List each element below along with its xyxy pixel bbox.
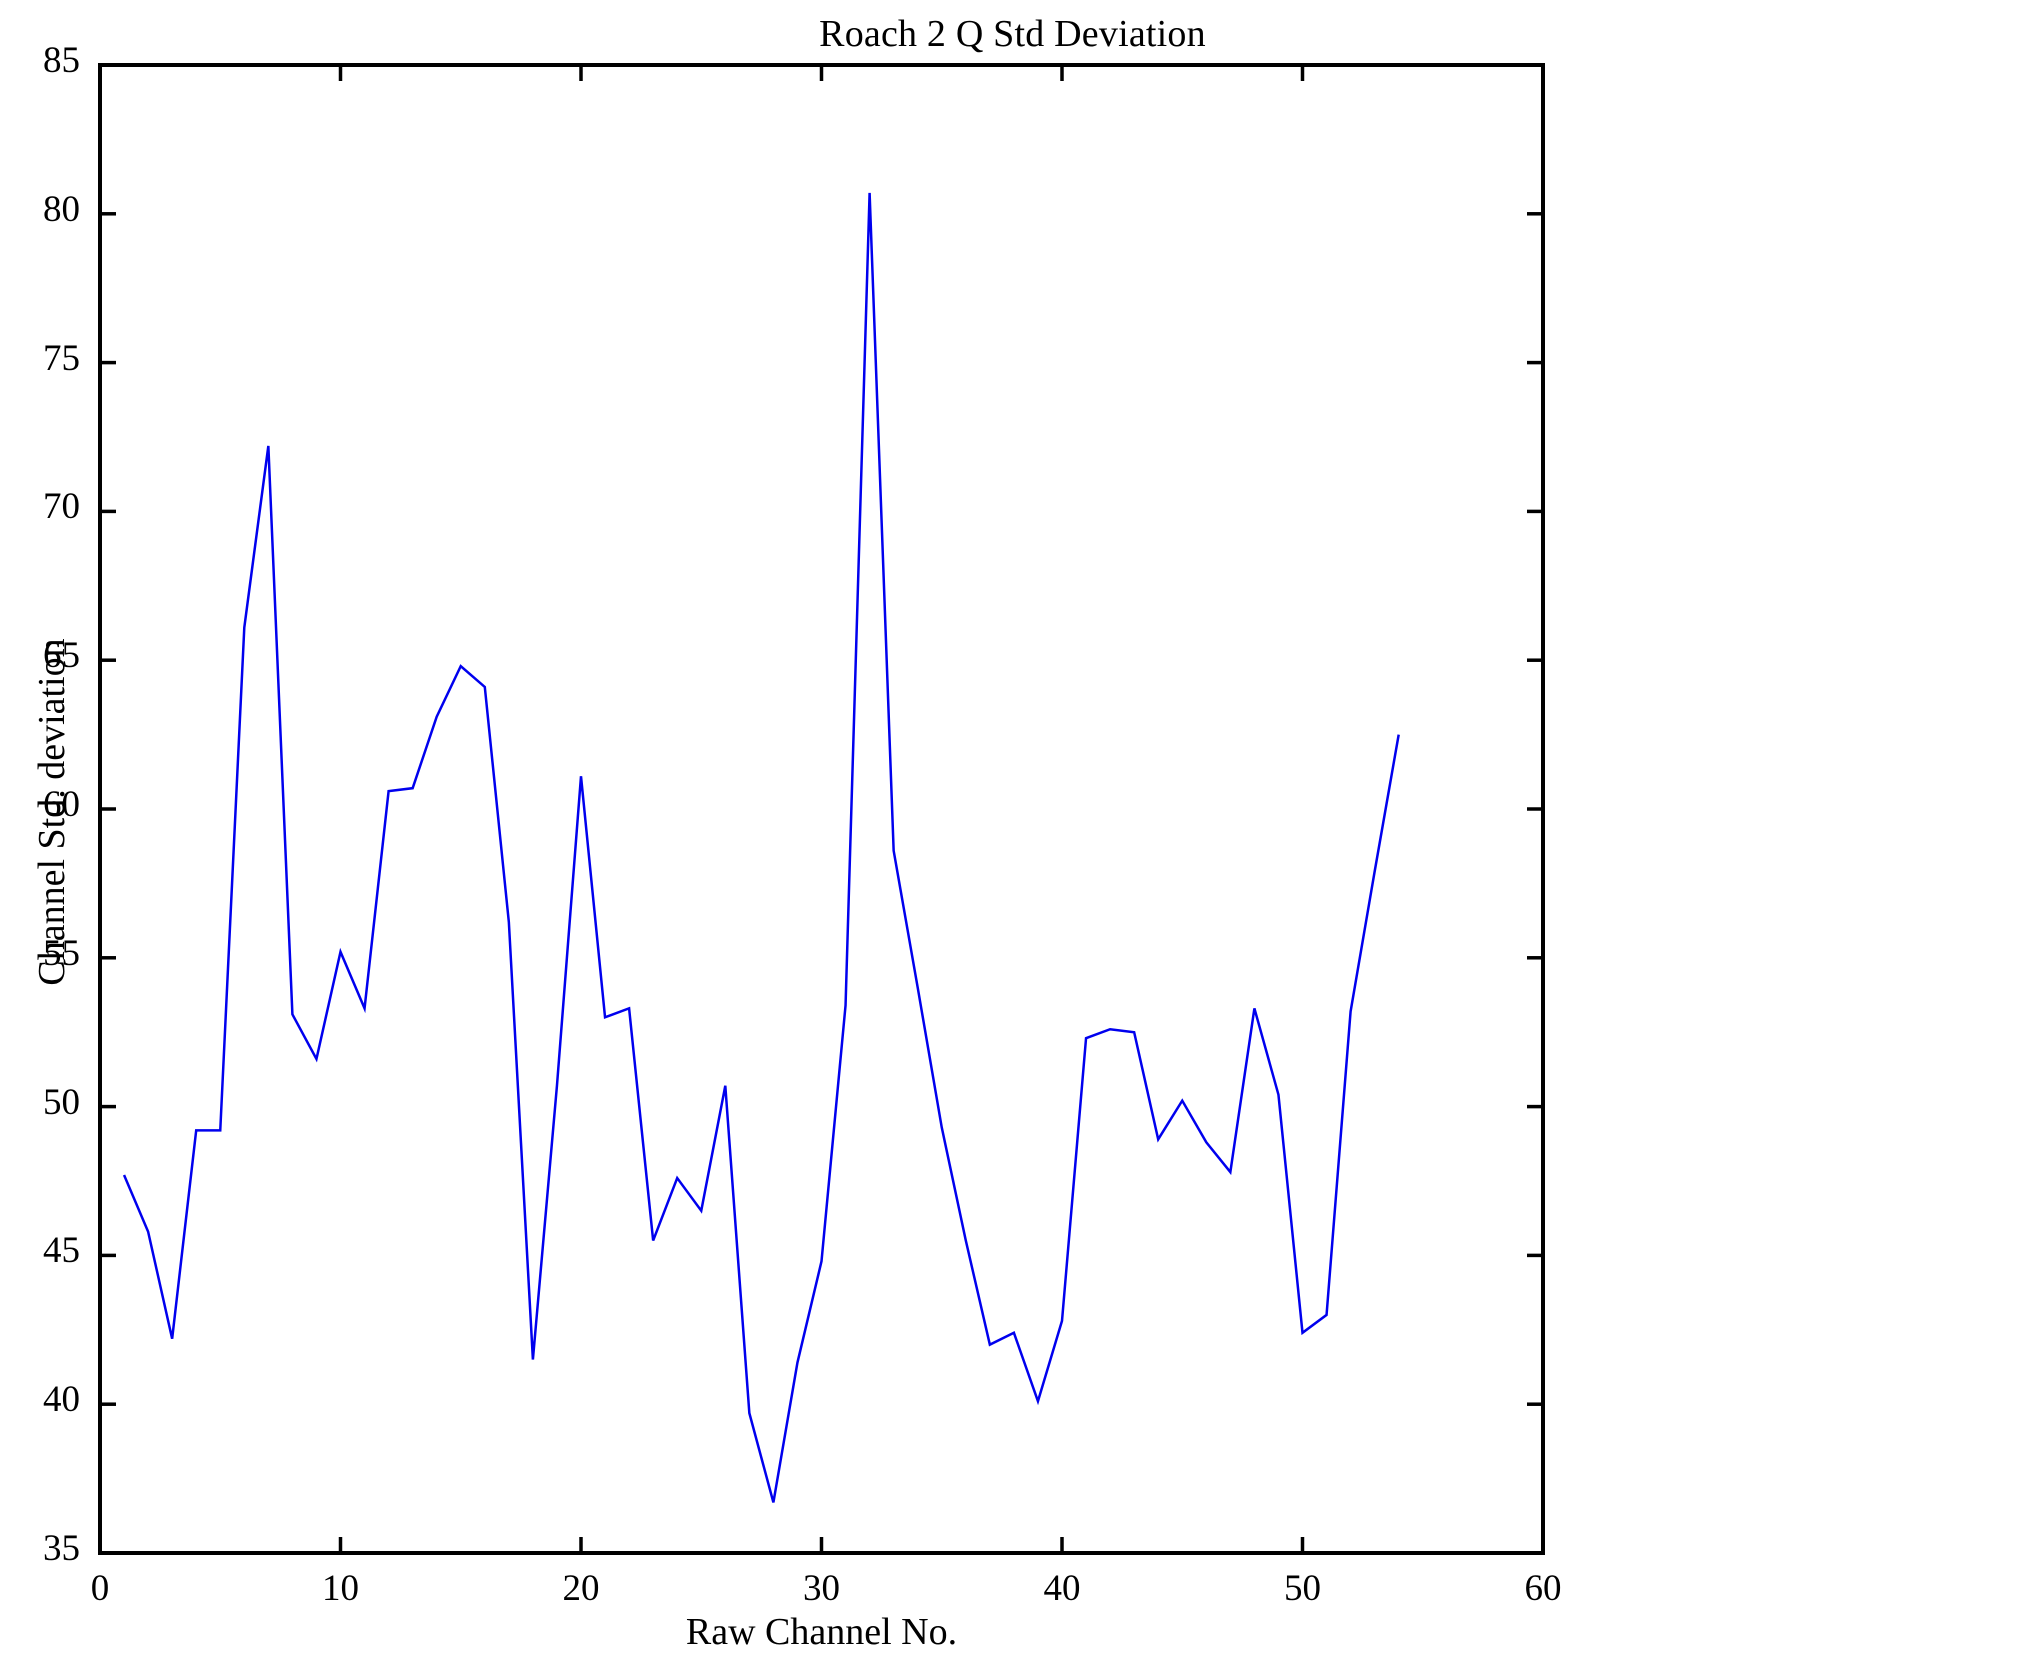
x-tick-label: 30 [803, 1568, 840, 1609]
axis-ticks [98, 63, 1545, 1555]
y-tick-label: 75 [43, 337, 80, 379]
y-tick-label: 60 [43, 784, 80, 825]
x-tick-label: 0 [90, 1568, 110, 1609]
x-tick-label: 10 [322, 1568, 359, 1609]
axes-frame [98, 63, 1545, 1555]
y-tick-label: 35 [43, 1528, 80, 1569]
series-line [122, 192, 1400, 1503]
x-tick-label: 60 [1524, 1568, 1562, 1609]
x-axis-label: Raw Channel No. [685, 1611, 958, 1653]
y-tick-label: 45 [43, 1230, 80, 1272]
x-tick-label: 20 [562, 1568, 600, 1609]
y-tick-label: 55 [43, 932, 80, 974]
x-tick-label: 40 [1043, 1568, 1081, 1609]
y-tick-label: 50 [43, 1081, 80, 1123]
y-tick-label: 70 [43, 486, 80, 528]
chart-title: Roach 2 Q Std Deviation [819, 13, 1206, 55]
plot-frame [98, 63, 1545, 1555]
y-tick-label: 80 [43, 188, 80, 230]
data-series [122, 192, 1400, 1503]
y-tick-label: 85 [43, 40, 80, 81]
y-tick-label: 65 [43, 635, 80, 677]
x-tick-label: 50 [1284, 1568, 1321, 1609]
y-tick-label: 40 [43, 1379, 80, 1421]
